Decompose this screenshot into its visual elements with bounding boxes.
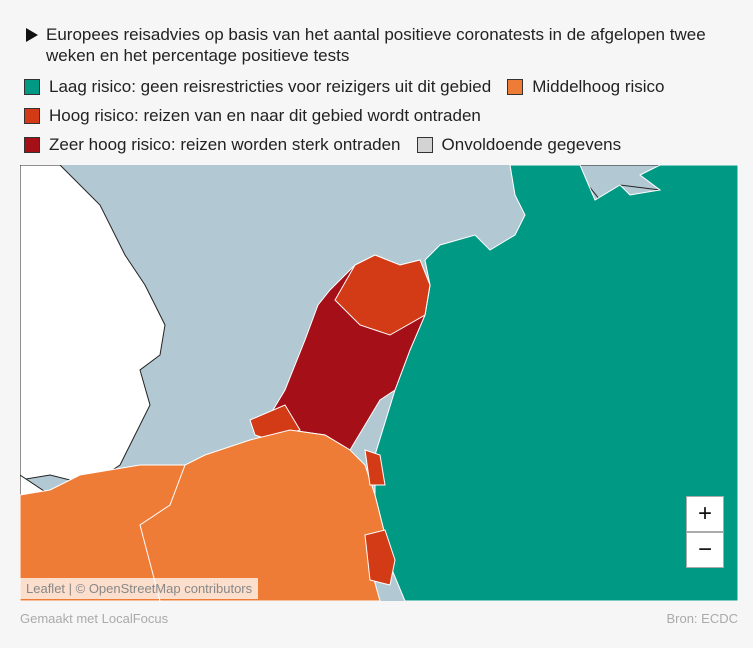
zoom-in[interactable]: + xyxy=(686,496,724,532)
legend-label: Laag risico: geen reisrestricties voor r… xyxy=(49,76,492,96)
map xyxy=(20,165,738,601)
legend-swatch xyxy=(24,107,40,124)
legend-swatch xyxy=(416,136,433,153)
legend-label: Zeer hoog risico: reizen worden sterk on… xyxy=(49,134,401,154)
limburg xyxy=(364,449,386,486)
legend-item: Laag risico: geen reisrestricties voor r… xyxy=(24,72,491,101)
attribution: Leaflet | © OpenStreetMap contributors xyxy=(20,578,259,599)
legend-item: Zeer hoog risico: reizen worden sterk on… xyxy=(24,130,401,159)
luxembourg xyxy=(364,529,396,586)
made-with: Gemaakt met LocalFocus xyxy=(20,611,169,626)
nl-north xyxy=(334,254,431,336)
legend-item: Middelhoog risico xyxy=(507,72,665,101)
title-text: Europees reisadvies op basis van het aan… xyxy=(46,25,706,65)
legend: Laag risico: geen reisrestricties voor r… xyxy=(24,72,724,159)
zoom-out[interactable]: − xyxy=(686,532,724,568)
legend-swatch xyxy=(24,136,40,153)
triangle xyxy=(26,28,38,42)
legend-item: Onvoldoende gegevens xyxy=(416,130,622,159)
france xyxy=(20,464,186,601)
legend-swatch xyxy=(507,78,524,95)
legend-label: Hoog risico: reizen van en naar dit gebi… xyxy=(49,105,481,125)
legend-swatch xyxy=(24,78,40,95)
title: Europees reisadvies op basis van het aan… xyxy=(26,24,706,66)
legend-label: Middelhoog risico xyxy=(532,76,665,96)
legend-item: Hoog risico: reizen van en naar dit gebi… xyxy=(24,101,481,130)
uk xyxy=(20,165,166,486)
source: Bron: ECDC xyxy=(666,611,738,626)
legend-label: Onvoldoende gegevens xyxy=(441,134,622,154)
